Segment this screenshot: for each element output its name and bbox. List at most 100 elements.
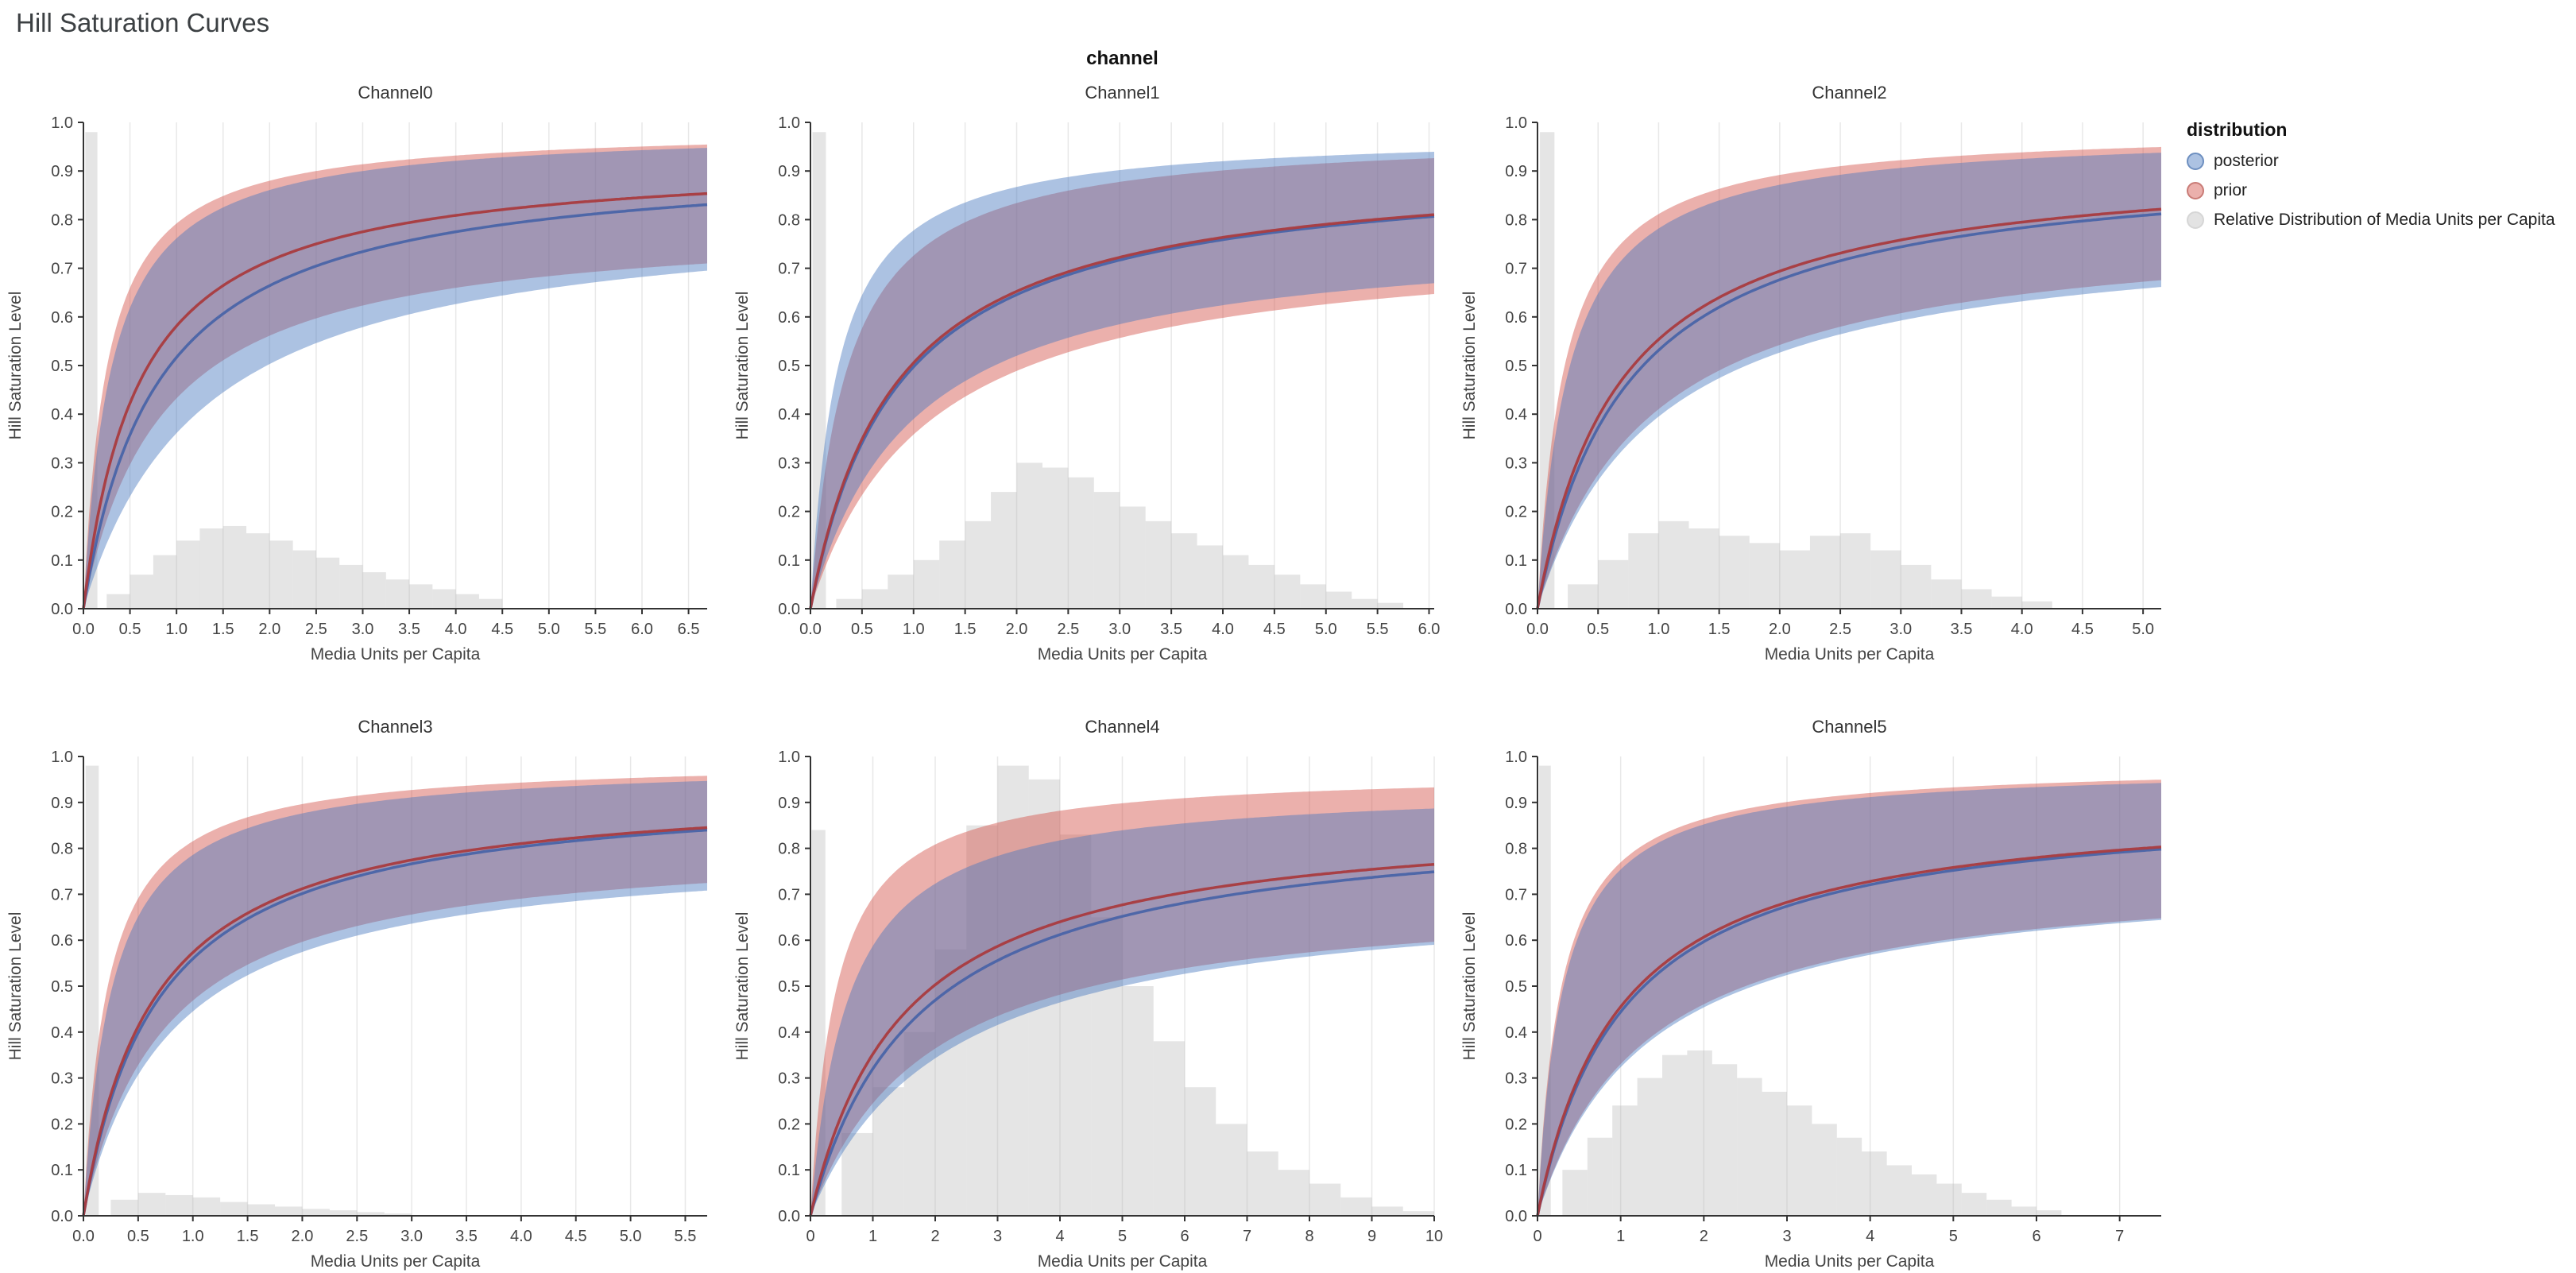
svg-text:0.5: 0.5 bbox=[1505, 978, 1527, 996]
prior-band bbox=[1537, 780, 2161, 1216]
y-axis: 0.0 0.1 0.2 0.3 0.4 0.5 0.6 0.7 0.8 0.9 1.0 bbox=[778, 114, 810, 618]
svg-text:0.0: 0.0 bbox=[778, 601, 800, 618]
y-axis-title: Hill Saturation Level bbox=[6, 292, 25, 440]
svg-text:0.0: 0.0 bbox=[1505, 1208, 1527, 1225]
legend-item-2: Relative Distribution of Media Units per… bbox=[2187, 211, 2568, 230]
svg-text:0.3: 0.3 bbox=[51, 1070, 73, 1088]
svg-text:3.0: 3.0 bbox=[400, 1228, 423, 1245]
svg-text:5.0: 5.0 bbox=[2132, 621, 2154, 638]
media-units-histogram bbox=[1540, 132, 2052, 609]
svg-text:1: 1 bbox=[1616, 1228, 1625, 1245]
y-axis: 0.0 0.1 0.2 0.3 0.4 0.5 0.6 0.7 0.8 0.9 1.0 bbox=[1505, 114, 1537, 618]
x-axis-title: Media Units per Capita bbox=[311, 645, 481, 664]
svg-text:0: 0 bbox=[806, 1228, 814, 1245]
svg-text:0.3: 0.3 bbox=[778, 455, 800, 472]
svg-text:0.5: 0.5 bbox=[127, 1228, 149, 1245]
x-axis-title: Media Units per Capita bbox=[1038, 645, 1208, 664]
svg-text:3: 3 bbox=[993, 1228, 1002, 1245]
y-axis-title: Hill Saturation Level bbox=[733, 912, 752, 1061]
prior-band bbox=[810, 787, 1434, 1216]
legend-item-1: prior bbox=[2187, 181, 2568, 200]
prior-band bbox=[83, 144, 707, 609]
svg-text:0.0: 0.0 bbox=[799, 621, 822, 638]
legend-items: posterior prior Relative Distribution of M… bbox=[2187, 152, 2568, 230]
media-units-histogram bbox=[85, 132, 503, 609]
svg-text:0.0: 0.0 bbox=[72, 1228, 95, 1245]
legend-swatch-icon bbox=[2187, 182, 2204, 199]
posterior-band bbox=[1537, 783, 2161, 1216]
svg-text:0.1: 0.1 bbox=[51, 1162, 73, 1179]
svg-text:1.0: 1.0 bbox=[51, 114, 73, 132]
posterior-band bbox=[810, 808, 1434, 1216]
prior-mean-line bbox=[1536, 845, 2162, 1217]
gridlines bbox=[129, 122, 690, 609]
posterior-mean-line bbox=[82, 203, 708, 609]
prior-mean-line bbox=[82, 826, 708, 1217]
svg-text:0.6: 0.6 bbox=[51, 309, 73, 327]
svg-text:4.5: 4.5 bbox=[2071, 621, 2094, 638]
svg-text:5.0: 5.0 bbox=[538, 621, 560, 638]
svg-text:0.6: 0.6 bbox=[778, 932, 800, 950]
panel-title: Channel1 bbox=[1085, 83, 1159, 103]
svg-text:5.5: 5.5 bbox=[584, 621, 606, 638]
svg-text:0.8: 0.8 bbox=[1505, 841, 1527, 858]
svg-text:2.5: 2.5 bbox=[1829, 621, 1851, 638]
svg-text:0.1: 0.1 bbox=[1505, 552, 1527, 570]
svg-text:0.7: 0.7 bbox=[51, 886, 73, 903]
posterior-mean-line bbox=[1536, 847, 2162, 1217]
svg-text:0.3: 0.3 bbox=[1505, 1070, 1527, 1088]
svg-text:1.0: 1.0 bbox=[1505, 749, 1527, 766]
svg-text:0.3: 0.3 bbox=[1505, 455, 1527, 472]
prior-mean-line bbox=[1536, 207, 2162, 609]
svg-text:3.0: 3.0 bbox=[1889, 621, 1912, 638]
svg-text:5: 5 bbox=[1118, 1228, 1127, 1245]
svg-text:5: 5 bbox=[1949, 1228, 1958, 1245]
prior-mean-line bbox=[82, 192, 708, 609]
svg-text:0.9: 0.9 bbox=[51, 795, 73, 812]
legend-item-0: posterior bbox=[2187, 152, 2568, 171]
svg-text:0.9: 0.9 bbox=[1505, 163, 1527, 180]
svg-text:3: 3 bbox=[1782, 1228, 1791, 1245]
gridlines bbox=[1619, 756, 2121, 1216]
svg-text:6.5: 6.5 bbox=[678, 621, 700, 638]
svg-text:2.0: 2.0 bbox=[1006, 621, 1028, 638]
svg-text:0.3: 0.3 bbox=[51, 455, 73, 472]
panel-title: Channel0 bbox=[358, 83, 432, 103]
svg-text:3.5: 3.5 bbox=[398, 621, 420, 638]
svg-text:0.9: 0.9 bbox=[778, 795, 800, 812]
svg-text:1.0: 1.0 bbox=[165, 621, 188, 638]
svg-text:0.8: 0.8 bbox=[51, 211, 73, 229]
prior-band bbox=[83, 776, 707, 1216]
media-units-histogram bbox=[1539, 765, 2062, 1216]
x-axis-title: Media Units per Capita bbox=[311, 1252, 481, 1271]
gridlines bbox=[1597, 122, 2144, 609]
posterior-mean-line bbox=[1536, 212, 2162, 609]
svg-text:1.5: 1.5 bbox=[237, 1228, 259, 1245]
svg-text:0.0: 0.0 bbox=[1505, 601, 1527, 618]
facet-panel-Channel5: Channel5 0 1 2 3 4 5 6 7 Media Units per Capita 0.… bbox=[1460, 717, 2162, 1271]
svg-text:3.5: 3.5 bbox=[455, 1228, 478, 1245]
svg-text:2.5: 2.5 bbox=[305, 621, 327, 638]
svg-text:6.0: 6.0 bbox=[631, 621, 653, 638]
media-units-histogram bbox=[85, 765, 412, 1216]
svg-text:0.4: 0.4 bbox=[51, 1024, 73, 1042]
svg-text:4.0: 4.0 bbox=[510, 1228, 532, 1245]
svg-text:0.7: 0.7 bbox=[1505, 886, 1527, 903]
svg-text:0.1: 0.1 bbox=[51, 552, 73, 570]
svg-text:1.0: 1.0 bbox=[182, 1228, 204, 1245]
page-title: Hill Saturation Curves bbox=[16, 8, 270, 37]
panel-title: Channel5 bbox=[1812, 717, 1886, 737]
svg-text:0.7: 0.7 bbox=[778, 261, 800, 278]
y-axis: 0.0 0.1 0.2 0.3 0.4 0.5 0.6 0.7 0.8 0.9 1.0 bbox=[51, 114, 83, 618]
svg-text:0.4: 0.4 bbox=[1505, 406, 1527, 424]
media-units-histogram bbox=[811, 765, 1434, 1216]
svg-text:0.5: 0.5 bbox=[1587, 621, 1609, 638]
panel-title: Channel4 bbox=[1085, 717, 1159, 737]
svg-text:4.0: 4.0 bbox=[445, 621, 467, 638]
svg-text:0.8: 0.8 bbox=[51, 841, 73, 858]
svg-text:0.5: 0.5 bbox=[119, 621, 141, 638]
svg-text:4.0: 4.0 bbox=[1212, 621, 1234, 638]
svg-text:0.2: 0.2 bbox=[1505, 1116, 1527, 1133]
svg-text:2: 2 bbox=[930, 1228, 939, 1245]
y-axis: 0.0 0.1 0.2 0.3 0.4 0.5 0.6 0.7 0.8 0.9 1.0 bbox=[778, 749, 810, 1225]
